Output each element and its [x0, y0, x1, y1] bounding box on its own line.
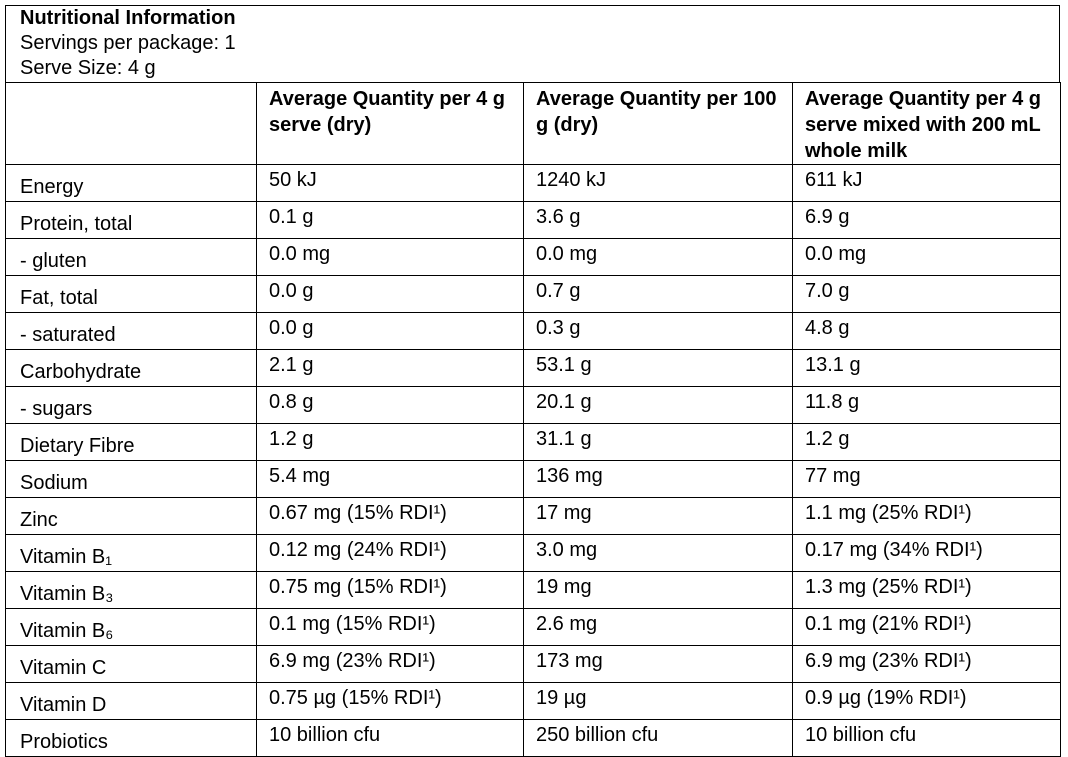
table-cell: 0.0 g: [256, 312, 524, 350]
column-header: Average Quantity per 100 g (dry): [523, 82, 793, 165]
table-cell: 0.0 mg: [523, 238, 793, 276]
table-cell: 0.0 mg: [256, 238, 524, 276]
table-row: Vitamin B₁ 0.12 mg (24% RDI¹) 3.0 mg 0.17 m…: [5, 534, 1061, 572]
table-cell: 0.7 g: [523, 275, 793, 313]
table-row: Vitamin D 0.75 µg (15% RDI¹) 19 µg 0.9 µg (…: [5, 682, 1061, 720]
table-row: - sugars 0.8 g 20.1 g 11.8 g: [5, 386, 1061, 424]
table-row: Vitamin B₃ 0.75 mg (15% RDI¹) 19 mg 1.3 mg …: [5, 571, 1061, 609]
table-row: Sodium 5.4 mg 136 mg 77 mg: [5, 460, 1061, 498]
table-cell: 0.12 mg (24% RDI¹): [256, 534, 524, 572]
table-cell: 31.1 g: [523, 423, 793, 461]
row-label: Zinc: [5, 497, 257, 535]
nutrition-table: Average Quantity per 4 g serve (dry) Aver…: [5, 82, 1061, 757]
table-cell: 53.1 g: [523, 349, 793, 387]
table-row: Zinc 0.67 mg (15% RDI¹) 17 mg 1.1 mg (25% R…: [5, 497, 1061, 535]
row-label: - sugars: [5, 386, 257, 424]
table-cell: 0.1 g: [256, 201, 524, 239]
table-row: Vitamin B₆ 0.1 mg (15% RDI¹) 2.6 mg 0.1 mg …: [5, 608, 1061, 646]
table-cell: 0.17 mg (34% RDI¹): [792, 534, 1061, 572]
table-cell: 0.67 mg (15% RDI¹): [256, 497, 524, 535]
table-cell: 0.75 µg (15% RDI¹): [256, 682, 524, 720]
row-label: Vitamin B₃: [5, 571, 257, 609]
table-row: Fat, total 0.0 g 0.7 g 7.0 g: [5, 275, 1061, 313]
row-label: Probiotics: [5, 719, 257, 757]
table-cell: 3.0 mg: [523, 534, 793, 572]
table-cell: 11.8 g: [792, 386, 1061, 424]
row-label: - saturated: [5, 312, 257, 350]
table-cell: 17 mg: [523, 497, 793, 535]
header-line: Serve Size: 4 g: [20, 57, 156, 79]
table-cell: 1.2 g: [792, 423, 1061, 461]
panel-title: Nutritional Information: [20, 7, 236, 29]
table-row: Vitamin C 6.9 mg (23% RDI¹) 173 mg 6.9 mg (…: [5, 645, 1061, 683]
table-row: Protein, total 0.1 g 3.6 g 6.9 g: [5, 201, 1061, 239]
column-header: Average Quantity per 4 g serve mixed wit…: [792, 82, 1061, 165]
row-label: - gluten: [5, 238, 257, 276]
header-cell: [5, 82, 257, 165]
table-cell: 0.75 mg (15% RDI¹): [256, 571, 524, 609]
row-label: Carbohydrate: [5, 349, 257, 387]
table-cell: 0.1 mg (15% RDI¹): [256, 608, 524, 646]
table-cell: 136 mg: [523, 460, 793, 498]
row-label: Vitamin D: [5, 682, 257, 720]
table-cell: 50 kJ: [256, 164, 524, 202]
row-label: Energy: [5, 164, 257, 202]
table-cell: 77 mg: [792, 460, 1061, 498]
table-cell: 250 billion cfu: [523, 719, 793, 757]
panel-header: Nutritional Information Servings per pac…: [5, 5, 1060, 82]
table-cell: 10 billion cfu: [256, 719, 524, 757]
table-cell: 1.2 g: [256, 423, 524, 461]
column-header: Average Quantity per 4 g serve (dry): [256, 82, 524, 165]
table-row: Dietary Fibre 1.2 g 31.1 g 1.2 g: [5, 423, 1061, 461]
row-label: Vitamin B₆: [5, 608, 257, 646]
table-cell: 0.1 mg (21% RDI¹): [792, 608, 1061, 646]
table-cell: 6.9 g: [792, 201, 1061, 239]
row-label: Protein, total: [5, 201, 257, 239]
table-row: Energy 50 kJ 1240 kJ 611 kJ: [5, 164, 1061, 202]
table-cell: 6.9 mg (23% RDI¹): [256, 645, 524, 683]
row-label: Vitamin B₁: [5, 534, 257, 572]
row-label: Dietary Fibre: [5, 423, 257, 461]
table-cell: 0.0 g: [256, 275, 524, 313]
table-row: - gluten 0.0 mg 0.0 mg 0.0 mg: [5, 238, 1061, 276]
table-cell: 0.9 µg (19% RDI¹): [792, 682, 1061, 720]
table-cell: 20.1 g: [523, 386, 793, 424]
table-cell: 611 kJ: [792, 164, 1061, 202]
table-cell: 6.9 mg (23% RDI¹): [792, 645, 1061, 683]
row-label: Vitamin C: [5, 645, 257, 683]
table-cell: 7.0 g: [792, 275, 1061, 313]
header-line: Servings per package: 1: [20, 32, 236, 54]
table-cell: 13.1 g: [792, 349, 1061, 387]
table-row: Probiotics 10 billion cfu 250 billion cfu 1…: [5, 719, 1061, 757]
table-cell: 1.3 mg (25% RDI¹): [792, 571, 1061, 609]
table-cell: 19 µg: [523, 682, 793, 720]
table-cell: 0.0 mg: [792, 238, 1061, 276]
table-row: - saturated 0.0 g 0.3 g 4.8 g: [5, 312, 1061, 350]
table-cell: 1240 kJ: [523, 164, 793, 202]
table-cell: 5.4 mg: [256, 460, 524, 498]
table-cell: 2.6 mg: [523, 608, 793, 646]
row-label: Sodium: [5, 460, 257, 498]
table-cell: 0.3 g: [523, 312, 793, 350]
table-cell: 2.1 g: [256, 349, 524, 387]
table-cell: 10 billion cfu: [792, 719, 1061, 757]
row-label: Fat, total: [5, 275, 257, 313]
table-cell: 3.6 g: [523, 201, 793, 239]
table-cell: 4.8 g: [792, 312, 1061, 350]
table-cell: 0.8 g: [256, 386, 524, 424]
table-cell: 1.1 mg (25% RDI¹): [792, 497, 1061, 535]
table-cell: 173 mg: [523, 645, 793, 683]
table-cell: 19 mg: [523, 571, 793, 609]
table-row: Carbohydrate 2.1 g 53.1 g 13.1 g: [5, 349, 1061, 387]
header-row: Average Quantity per 4 g serve (dry) Aver…: [5, 82, 1061, 165]
